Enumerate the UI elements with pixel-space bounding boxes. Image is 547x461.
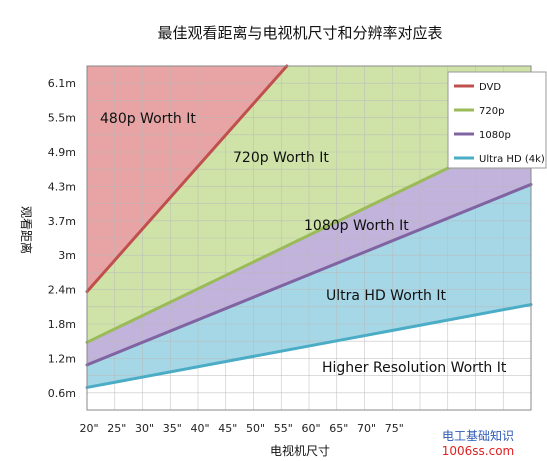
y-tick-label: 3m [58, 249, 76, 262]
x-tick-label: 70" [357, 422, 376, 435]
y-axis-label: 观看距离 [19, 206, 34, 254]
y-tick-labels: 0.6m 1.2m 1.8m 2.4m 3m 3.7m 4.3m 4.9m 5.5m 6.1m [48, 77, 76, 400]
y-tick-label: 5.5m [48, 112, 76, 125]
watermark: 电工基础知识 1006ss.com [442, 429, 515, 458]
dvd-line [85, 64, 289, 294]
y-tick-label: 1.2m [48, 352, 76, 365]
y-tick-label: 2.4m [48, 284, 76, 297]
legend-dvd-label: DVD [479, 82, 501, 93]
watermark-line1: 电工基础知识 [442, 429, 514, 443]
x-tick-label: 25" [107, 422, 126, 435]
y-tick-label: 4.3m [48, 180, 76, 193]
x-tick-label: 75" [385, 422, 404, 435]
y-tick-label: 3.7m [48, 215, 76, 228]
x-tick-labels: 20" 25" 30" 35" 40" 45" 50" 55" 60" 65" 70" 75" [79, 422, 403, 435]
x-tick-label: 60" [301, 422, 320, 435]
x-tick-label: 30" [135, 422, 154, 435]
x-tick-label: 55" [274, 422, 293, 435]
zone-label-ultra-hd: Ultra HD Worth It [326, 288, 446, 304]
plot-frame [86, 65, 532, 411]
x-tick-label: 35" [163, 422, 182, 435]
watermark-line2: 1006ss.com [442, 444, 515, 458]
x-tick-label: 65" [329, 422, 348, 435]
x-tick-label: 40" [190, 422, 209, 435]
y-tick-label: 4.9m [48, 146, 76, 159]
y-tick-label: 1.8m [48, 318, 76, 331]
zone-label-480p: 480p Worth It [100, 111, 196, 127]
y-tick-label: 6.1m [48, 77, 76, 90]
1080p-line [85, 182, 533, 367]
y-tick-label: 0.6m [48, 387, 76, 400]
legend: DVD 720p 1080p Ultra HD (4k) [447, 71, 547, 169]
x-axis-label: 电视机尺寸 [270, 443, 330, 458]
zone-label-720p: 720p Worth It [233, 150, 329, 166]
zone-label-1080p: 1080p Worth It [304, 218, 409, 234]
x-tick-label: 20" [79, 422, 98, 435]
zone-label-higher-res: Higher Resolution Worth It [322, 360, 507, 376]
axes [86, 65, 532, 411]
legend-ultra-hd-label: Ultra HD (4k) [479, 154, 545, 165]
legend-720p-label: 720p [479, 106, 504, 117]
zone-labels: 480p Worth It 720p Worth It 1080p Worth It… [100, 111, 507, 376]
legend-box [447, 71, 547, 169]
x-tick-label: 45" [218, 422, 237, 435]
ultra-hd-line [85, 303, 533, 389]
legend-1080p-label: 1080p [479, 130, 511, 141]
x-tick-label: 50" [246, 422, 265, 435]
chart-title: 最佳观看距离与电视机尺寸和分辨率对应表 [157, 24, 442, 42]
